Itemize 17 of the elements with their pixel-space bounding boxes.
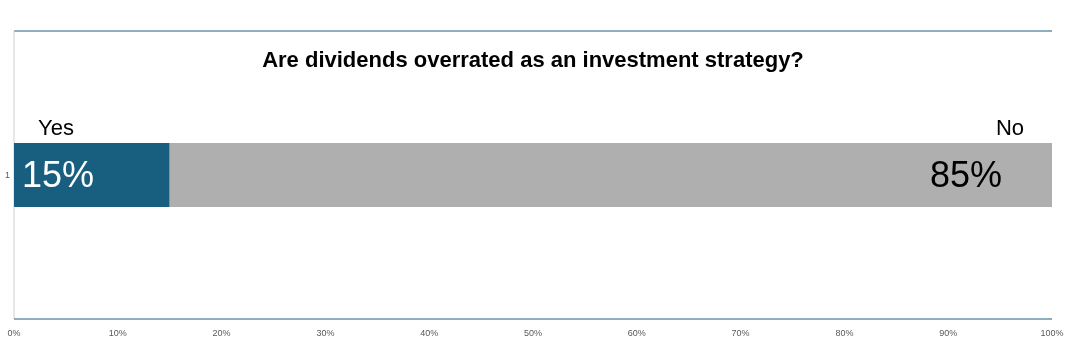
y-tick-label: 1 <box>4 170 10 180</box>
x-tick-label: 60% <box>627 328 646 338</box>
x-tick-label: 80% <box>835 328 854 338</box>
x-tick-label: 100% <box>1040 328 1064 338</box>
data-label: 15% <box>22 154 95 195</box>
x-tick-label: 30% <box>316 328 335 338</box>
data-label: 85% <box>929 154 1002 195</box>
series-label: Yes <box>38 115 74 140</box>
x-tick-label: 90% <box>939 328 958 338</box>
x-tick-label: 40% <box>420 328 439 338</box>
series-label: No <box>995 115 1024 140</box>
text: Are dividends overrated as an investment strategy? <box>262 47 804 72</box>
x-tick-label: 0% <box>7 328 21 338</box>
x-tick-label: 10% <box>108 328 127 338</box>
x-tick-label: 20% <box>212 328 231 338</box>
x-tick-label: 70% <box>731 328 750 338</box>
x-tick-label: 50% <box>523 328 543 338</box>
